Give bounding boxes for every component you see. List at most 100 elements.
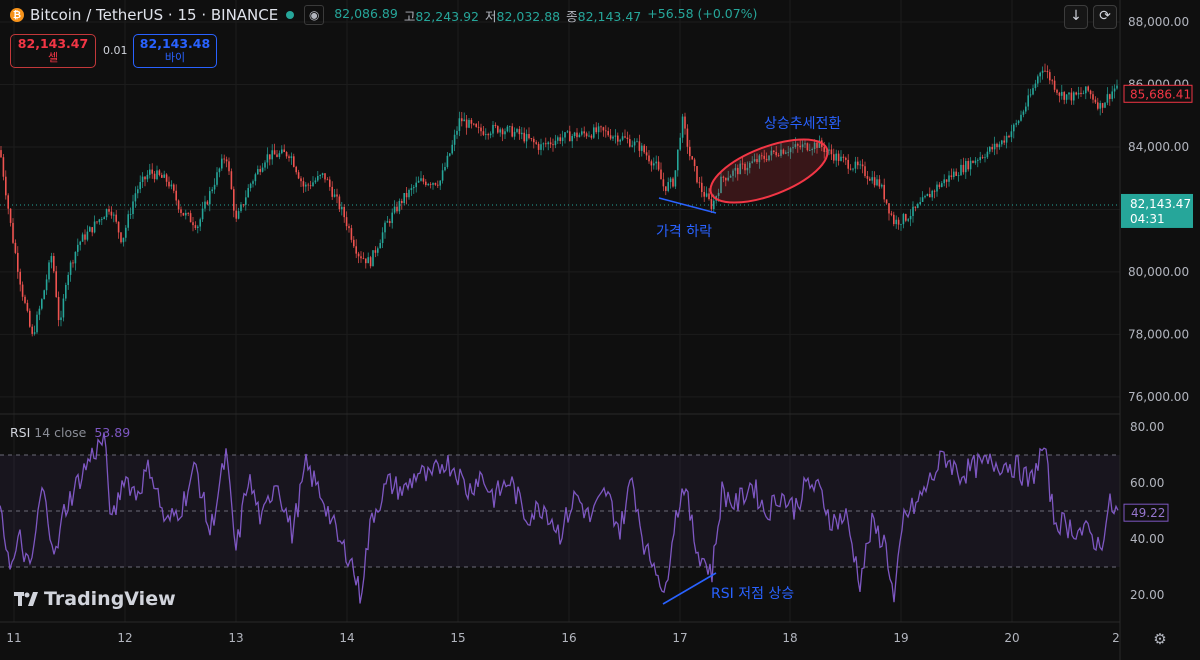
rsi-legend[interactable]: RSI 14 close 53.89: [10, 425, 130, 440]
candle-body: [530, 138, 533, 140]
candle-body: [785, 152, 787, 154]
candle-body: [429, 184, 432, 185]
candle-body: [230, 171, 233, 190]
spread-value: 0.01: [103, 44, 128, 57]
candle-body: [888, 203, 890, 214]
candle-body: [679, 137, 681, 150]
refresh-icon[interactable]: ⟳: [1093, 5, 1117, 29]
tradingview-logo[interactable]: TradingView: [14, 588, 176, 610]
candle-body: [513, 131, 516, 137]
candle-body: [535, 142, 537, 144]
candle-body: [173, 184, 175, 191]
candle-body: [955, 171, 957, 176]
candle-body: [233, 189, 235, 211]
candle-body: [552, 144, 554, 146]
candle-body: [1051, 80, 1053, 82]
candle-body: [307, 184, 309, 186]
candle-body: [288, 156, 290, 159]
candle-body: [38, 308, 41, 315]
candle-body: [185, 212, 187, 216]
candle-body: [273, 150, 276, 155]
candle-body: [105, 209, 108, 218]
symbol-header[interactable]: ₿ Bitcoin / TetherUS · 15 · BINANCE ◉ 82…: [0, 0, 757, 30]
candle-body: [379, 242, 381, 249]
candle-body: [278, 153, 281, 157]
candle-body: [360, 256, 362, 259]
time-axis[interactable]: 11 12 13 14 15 16 17 18 19 20 2: [6, 631, 1119, 645]
candle-body: [926, 194, 929, 197]
candle-body: [573, 132, 576, 136]
candle-body: [461, 118, 463, 122]
candle-body: [1044, 70, 1046, 72]
candle-body: [1116, 85, 1118, 89]
rsi-settings: 14 close: [34, 425, 87, 440]
candle-body: [804, 143, 806, 145]
candle-body: [758, 155, 761, 163]
candle-body: [213, 184, 216, 190]
candle-body: [713, 200, 715, 210]
candle-body: [62, 298, 65, 318]
candle-body: [367, 257, 369, 264]
candle-body: [321, 173, 324, 176]
gear-icon[interactable]: ⚙: [1153, 630, 1167, 648]
price-drop-label: 가격 하락: [656, 224, 712, 240]
candle-body: [223, 158, 225, 160]
candle-body: [907, 219, 909, 221]
price-drop-trendline: [658, 197, 717, 214]
candle-body: [134, 193, 137, 202]
candle-body: [355, 246, 357, 254]
candle-body: [1065, 94, 1068, 100]
symbol-title[interactable]: Bitcoin / TetherUS · 15 · BINANCE: [30, 6, 279, 24]
candle-body: [708, 193, 710, 200]
rsi-name: RSI: [10, 425, 31, 440]
grid: [0, 0, 1120, 622]
candle-body: [773, 150, 775, 153]
candle-body: [542, 143, 545, 145]
candle-body: [787, 152, 789, 153]
candle-body: [329, 179, 331, 187]
candle-body: [950, 175, 953, 178]
candle-body: [98, 219, 101, 223]
candle-body: [149, 169, 151, 175]
sell-button[interactable]: 82,143.47 셀: [10, 34, 96, 68]
candle-body: [518, 129, 521, 135]
candle-body: [312, 182, 314, 187]
candle-body: [1058, 92, 1061, 96]
price-tick-label: 76,000.00: [1128, 390, 1189, 404]
candle-body: [590, 135, 593, 138]
candle-body: [199, 219, 201, 227]
candle-body: [365, 258, 367, 264]
candle-body: [389, 221, 391, 224]
candle-body: [249, 183, 252, 189]
candle-body: [720, 176, 722, 193]
download-icon[interactable]: ↓: [1064, 5, 1088, 29]
candle-body: [53, 256, 55, 272]
candle-body: [1061, 92, 1063, 96]
candle-body: [218, 168, 221, 173]
candle-body: [662, 179, 665, 187]
candle-body: [122, 237, 125, 243]
countdown-label: 04:31: [1130, 212, 1165, 226]
candle-body: [1037, 76, 1039, 84]
candle-body: [45, 279, 48, 291]
rsi-rise-label: RSI 저점 상승: [711, 586, 794, 602]
buy-button[interactable]: 82,143.48 바이: [133, 34, 217, 68]
annotation-layer: 가격 하락 상승추세전환 RSI 저점 상승: [656, 116, 841, 605]
candle-body: [1039, 72, 1041, 77]
candle-body: [763, 155, 765, 159]
candle-body: [369, 257, 372, 267]
candle-body: [427, 184, 429, 186]
rsi-axis[interactable]: 80.00 60.00 40.00 20.00: [1130, 420, 1164, 602]
candle-body: [434, 183, 437, 185]
candle-body: [259, 169, 261, 172]
candle-body: [1053, 80, 1056, 90]
eye-icon[interactable]: ◉: [304, 5, 325, 25]
candle-body: [854, 161, 857, 169]
time-tick-label: 2: [1112, 631, 1120, 645]
candle-body: [65, 284, 67, 299]
candle-body: [254, 174, 257, 182]
candle-body: [81, 234, 84, 242]
time-tick-label: 16: [561, 631, 576, 645]
candle-body: [566, 131, 569, 133]
